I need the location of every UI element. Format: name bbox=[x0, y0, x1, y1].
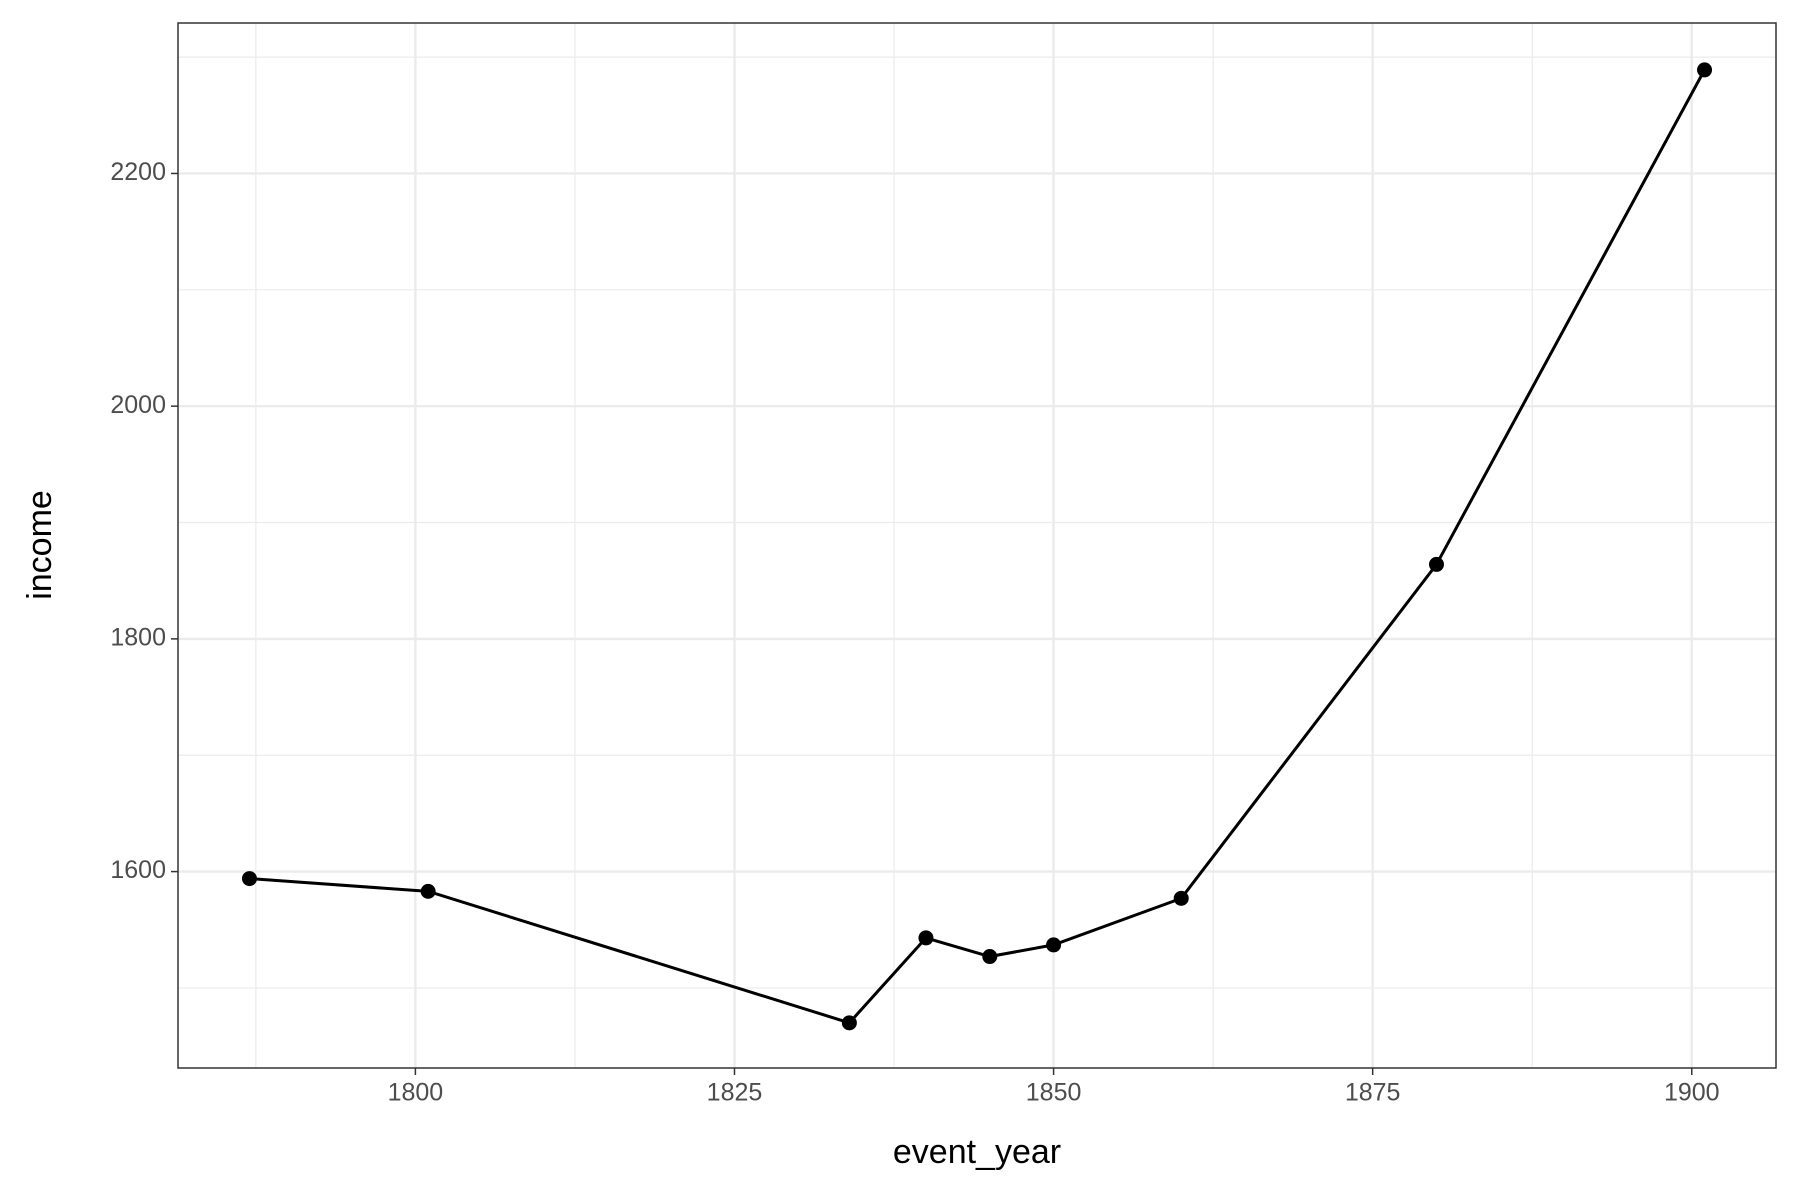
point bbox=[420, 883, 436, 899]
point bbox=[241, 871, 257, 887]
point bbox=[1428, 556, 1444, 572]
x-tick-label: 1850 bbox=[1026, 1079, 1082, 1107]
y-tick-label: 2200 bbox=[110, 158, 166, 186]
y-tick-label: 2000 bbox=[110, 391, 166, 419]
panel-border bbox=[177, 22, 1777, 1069]
point bbox=[1173, 890, 1189, 906]
point bbox=[982, 949, 998, 965]
y-tick-label: 1800 bbox=[110, 623, 166, 651]
y-tick-label: 1600 bbox=[110, 856, 166, 884]
y-axis-title: income bbox=[21, 490, 59, 600]
point bbox=[918, 930, 934, 946]
x-tick-label: 1900 bbox=[1664, 1079, 1720, 1107]
x-tick-label: 1875 bbox=[1345, 1079, 1401, 1107]
x-tick-label: 1825 bbox=[707, 1079, 763, 1107]
x-axis-title: event_year bbox=[893, 1133, 1061, 1171]
point bbox=[1697, 62, 1713, 78]
point bbox=[1046, 937, 1062, 953]
point bbox=[841, 1015, 857, 1031]
x-tick-label: 1800 bbox=[388, 1079, 444, 1107]
